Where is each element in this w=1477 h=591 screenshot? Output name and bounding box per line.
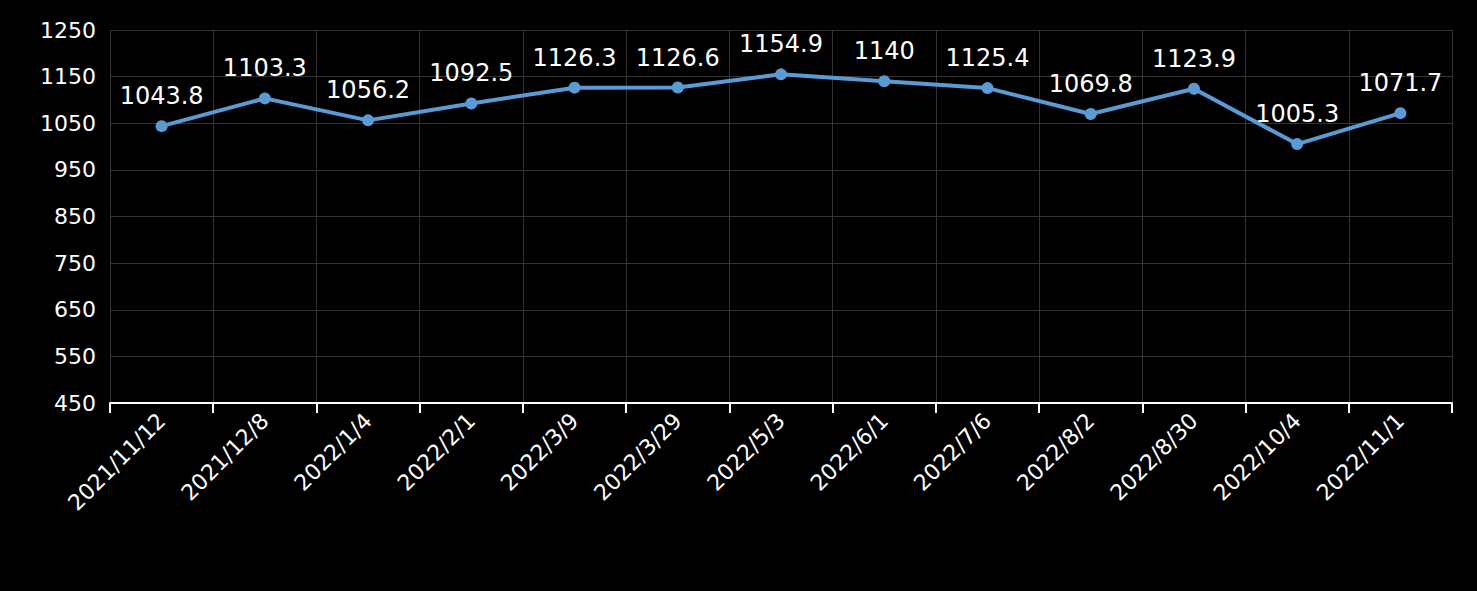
svg-text:850: 850	[54, 204, 96, 229]
svg-text:2022/8/2: 2022/8/2	[1012, 408, 1100, 496]
svg-text:1056.2: 1056.2	[326, 76, 410, 104]
svg-text:2022/2/1: 2022/2/1	[393, 408, 481, 496]
svg-text:2022/3/9: 2022/3/9	[496, 408, 584, 496]
svg-text:550: 550	[54, 344, 96, 369]
svg-text:750: 750	[54, 251, 96, 276]
svg-text:1050: 1050	[40, 111, 96, 136]
svg-text:1103.3: 1103.3	[223, 54, 307, 82]
svg-text:2022/11/1: 2022/11/1	[1312, 408, 1409, 505]
svg-text:1125.4: 1125.4	[945, 44, 1029, 72]
svg-text:950: 950	[54, 157, 96, 182]
svg-text:1043.8: 1043.8	[120, 82, 204, 110]
svg-text:650: 650	[54, 297, 96, 322]
svg-text:2022/8/30: 2022/8/30	[1105, 408, 1202, 505]
svg-text:2021/12/8: 2021/12/8	[176, 408, 273, 505]
svg-text:2022/6/1: 2022/6/1	[806, 408, 894, 496]
svg-text:1069.8: 1069.8	[1049, 70, 1133, 98]
svg-text:1250: 1250	[40, 18, 96, 43]
svg-text:1150: 1150	[40, 64, 96, 89]
svg-text:450: 450	[54, 391, 96, 416]
svg-text:1126.3: 1126.3	[533, 44, 617, 72]
svg-text:2022/7/6: 2022/7/6	[909, 408, 997, 496]
svg-text:1005.3: 1005.3	[1255, 100, 1339, 128]
svg-text:1126.6: 1126.6	[636, 44, 720, 72]
svg-text:1092.5: 1092.5	[429, 59, 513, 87]
svg-text:2021/11/12: 2021/11/12	[63, 408, 170, 515]
svg-text:2022/3/29: 2022/3/29	[589, 408, 686, 505]
svg-text:2022/5/3: 2022/5/3	[702, 408, 790, 496]
svg-text:2022/10/4: 2022/10/4	[1209, 408, 1306, 505]
svg-text:2022/1/4: 2022/1/4	[289, 408, 377, 496]
svg-text:1071.7: 1071.7	[1358, 69, 1442, 97]
svg-text:1123.9: 1123.9	[1152, 45, 1236, 73]
svg-text:1154.9: 1154.9	[739, 30, 823, 58]
svg-text:1140: 1140	[854, 37, 915, 65]
